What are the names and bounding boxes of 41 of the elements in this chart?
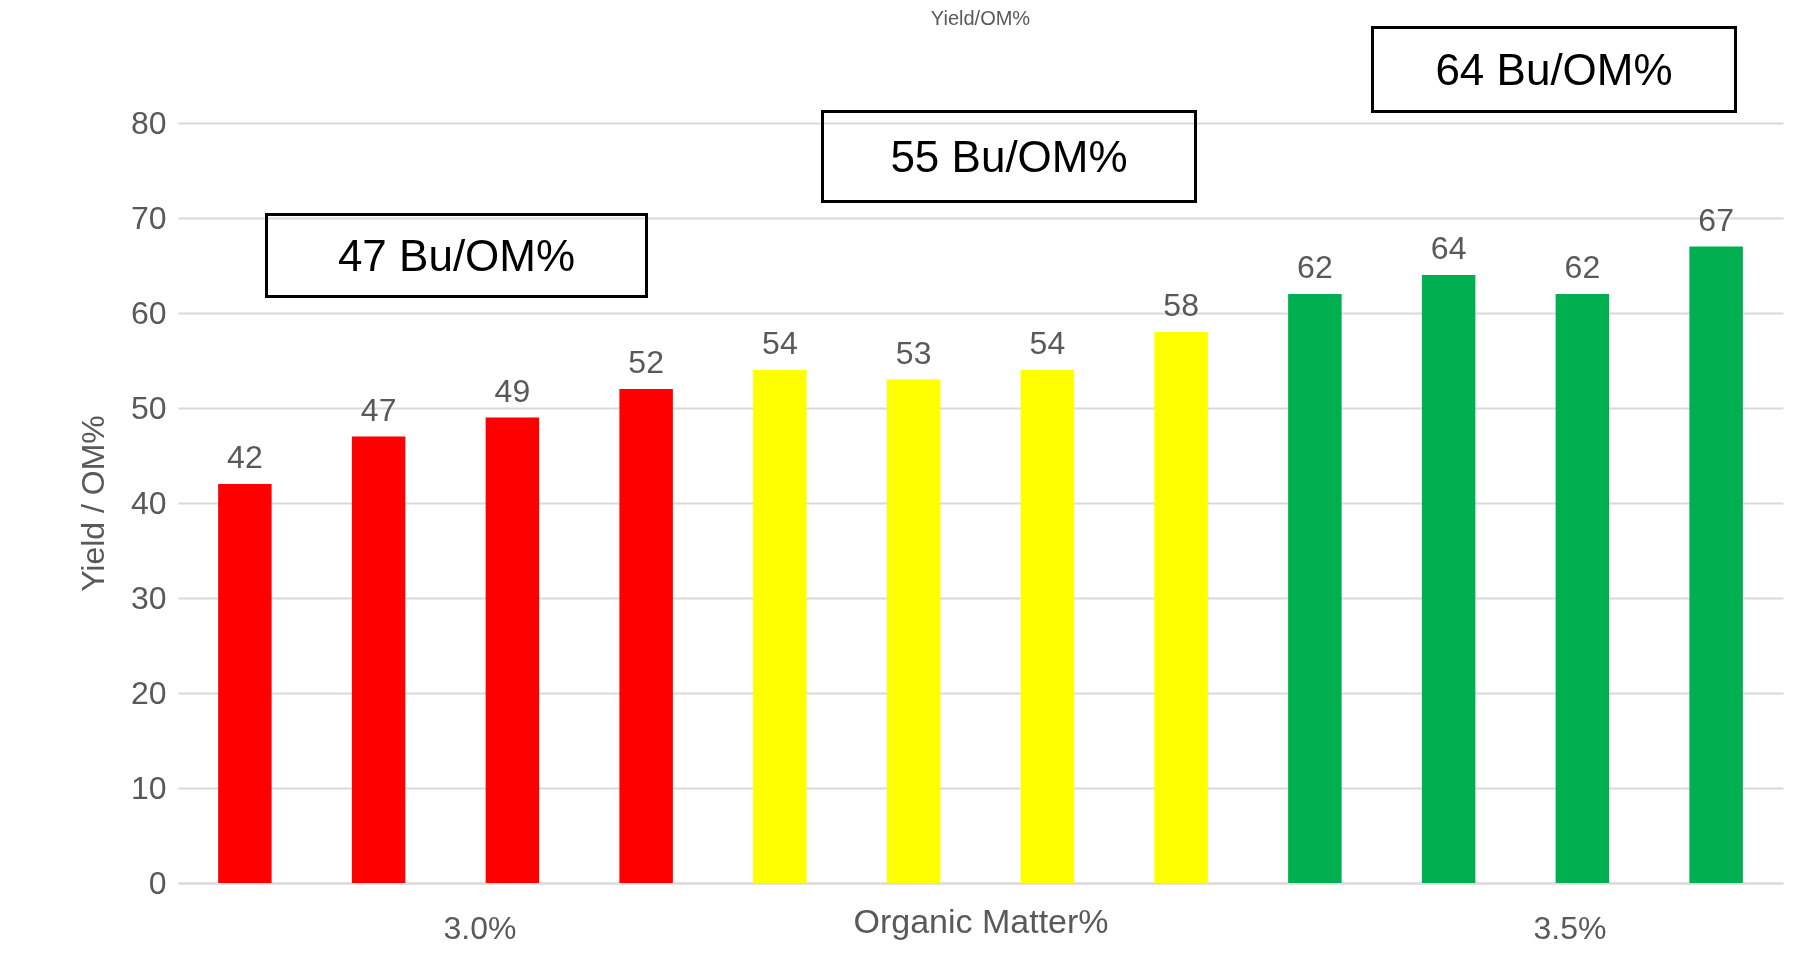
note-box: 64 Bu/OM% bbox=[1371, 26, 1737, 113]
data-label: 67 bbox=[1698, 201, 1734, 238]
data-label: 54 bbox=[1029, 325, 1066, 361]
bar bbox=[1020, 370, 1075, 883]
y-tick-label: 0 bbox=[148, 864, 167, 901]
bar bbox=[1421, 275, 1476, 883]
data-label: 49 bbox=[494, 372, 531, 409]
bar bbox=[753, 370, 807, 883]
y-tick-label: 60 bbox=[130, 294, 167, 331]
data-label: 47 bbox=[360, 391, 397, 428]
y-tick-label: 20 bbox=[130, 674, 167, 711]
bar bbox=[1154, 332, 1208, 883]
text: 3.5% bbox=[1532, 908, 1608, 948]
data-label: 62 bbox=[1297, 249, 1333, 285]
y-tick-label: 30 bbox=[130, 579, 167, 616]
data-label: 53 bbox=[895, 334, 932, 371]
bar bbox=[1555, 294, 1610, 883]
bar bbox=[218, 484, 272, 883]
note-box: 47 Bu/OM% bbox=[265, 213, 648, 298]
y-tick-label: 70 bbox=[130, 199, 167, 236]
bar bbox=[1288, 294, 1342, 883]
x-axis-title: Organic Matter% bbox=[853, 901, 1109, 940]
bar bbox=[886, 379, 941, 883]
data-label: 54 bbox=[762, 325, 798, 361]
data-label: 58 bbox=[1163, 287, 1199, 323]
y-axis-title: Yield / OM% bbox=[74, 415, 111, 592]
data-label: 64 bbox=[1430, 230, 1467, 266]
note-box: 55 Bu/OM% bbox=[821, 110, 1197, 203]
y-tick-label: 40 bbox=[130, 484, 167, 521]
data-label: 52 bbox=[628, 344, 664, 380]
data-label: 62 bbox=[1564, 249, 1601, 285]
chart-title: Yield/OM% bbox=[930, 7, 1031, 29]
text: 3.0% bbox=[442, 908, 518, 948]
bar bbox=[351, 436, 406, 883]
y-tick-label: 10 bbox=[130, 769, 167, 806]
bar bbox=[485, 417, 540, 883]
data-label: 42 bbox=[227, 439, 263, 475]
y-tick-label: 80 bbox=[130, 104, 167, 141]
bar bbox=[619, 389, 673, 883]
bar bbox=[1689, 246, 1743, 883]
y-tick-label: 50 bbox=[130, 389, 167, 426]
